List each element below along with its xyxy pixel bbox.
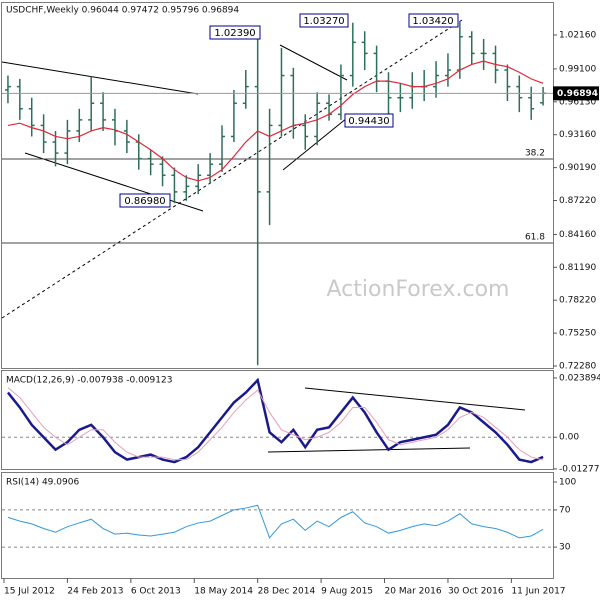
- y-tick-label: 30: [559, 543, 571, 553]
- annotation: 1.03270: [303, 16, 344, 27]
- x-tick-label: 15 Jul 2012: [4, 587, 55, 597]
- y-tick-label: 0.87220: [559, 196, 596, 206]
- x-tick-label: 9 Aug 2015: [321, 587, 373, 597]
- annotations: 1.02390 1.03270 1.03420 0.94430 0.86980: [119, 13, 459, 208]
- trendline: [267, 447, 471, 453]
- y-tick-label: 0.00: [559, 433, 579, 443]
- x-tick-label: 20 Mar 2016: [385, 587, 442, 597]
- indicator-line: [7, 387, 544, 461]
- last-price-label: 0.96894: [557, 89, 598, 99]
- y-tick-label: 0.023894: [559, 373, 600, 383]
- y-tick-label: 100: [559, 478, 576, 488]
- y-tick-label: 0.84160: [559, 230, 596, 240]
- y-tick-label: 70: [559, 505, 571, 515]
- annotation-box: [299, 13, 349, 28]
- trendlines: [1, 19, 553, 453]
- indicator-title: RSI(14) 49.0906: [6, 478, 79, 488]
- chart-title: USDCHF,Weekly 0.96044 0.97472 0.95796 0.…: [6, 6, 239, 16]
- annotation: 1.03420: [412, 16, 453, 27]
- y-tick-label: 0.81190: [559, 263, 596, 273]
- annotation-box: [209, 25, 261, 40]
- trendline: [282, 117, 348, 171]
- x-tick-label: 18 May 2014: [194, 587, 253, 597]
- annotation-box: [408, 13, 459, 28]
- moving-average: [7, 60, 544, 182]
- y-tick-label: 1.02160: [559, 31, 596, 41]
- annotation-box: [344, 113, 394, 128]
- macd-panel: [1, 370, 554, 470]
- last-price-box: [553, 86, 599, 101]
- fib-label: 61.8: [525, 233, 545, 243]
- price-panel: [1, 2, 554, 369]
- y-tick-label: 0.90190: [559, 163, 596, 173]
- watermark: ActionForex.com: [327, 277, 510, 302]
- annotation: 0.94430: [348, 116, 389, 127]
- annotation: 1.02390: [214, 28, 255, 39]
- x-tick-label: 24 Feb 2013: [67, 587, 123, 597]
- y-tick-label: 0.99100: [559, 64, 596, 74]
- trendline: [1, 19, 463, 319]
- y-tick-label: 0.75250: [559, 329, 596, 339]
- indicator-line: [6, 377, 544, 464]
- y-tick-label: 0.93160: [559, 130, 596, 140]
- trendline: [304, 387, 526, 411]
- y-tick-label: -0.012772: [559, 464, 600, 474]
- fib-label: 38.2: [525, 149, 545, 159]
- indicator-line: [7, 504, 544, 539]
- y-tick-label: 0.78220: [559, 296, 596, 306]
- annotation: 0.86980: [124, 196, 165, 207]
- indicator-title: MACD(12,26,9) -0.007938 -0.009123: [6, 376, 172, 386]
- trendline: [1, 61, 199, 95]
- x-tick-label: 30 Oct 2016: [448, 587, 504, 597]
- y-tick-label: 0.96130: [559, 97, 596, 107]
- x-tick-label: 11 Jun 2017: [511, 587, 565, 597]
- trendline: [24, 152, 204, 212]
- rsi-panel: [1, 472, 554, 579]
- x-tick-label: 6 Oct 2013: [131, 587, 181, 597]
- annotation-box: [119, 193, 171, 208]
- x-tick-label: 28 Dec 2014: [258, 587, 316, 597]
- y-tick-label: 0.72280: [559, 362, 596, 372]
- trendline: [279, 44, 348, 81]
